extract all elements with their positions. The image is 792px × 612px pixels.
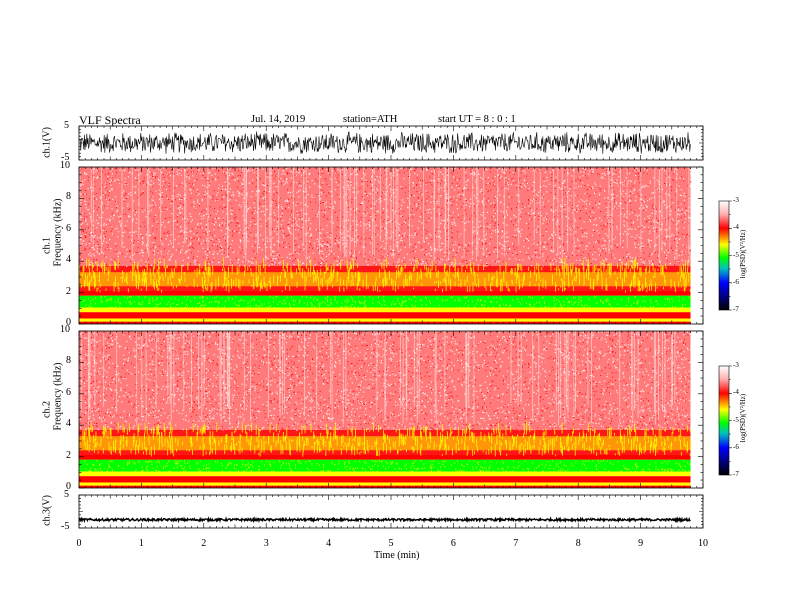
x-tick-label-9: 9 xyxy=(638,538,644,549)
ch1-spectrogram-ytick-0: 0 xyxy=(66,317,71,328)
ch2-spectrogram-ytick-6: 6 xyxy=(66,386,71,398)
ch2-spectrogram-cbtick--3: -3 xyxy=(733,361,739,369)
ch1-spectrogram-band-0 xyxy=(79,167,691,266)
ch1-spectrogram-cbtick--5: -5 xyxy=(733,250,739,259)
ch2-spectrogram-band-4 xyxy=(79,459,691,472)
ch2-spectrogram-band-3 xyxy=(79,455,691,460)
ch2-spectrogram-bursts xyxy=(82,421,692,457)
x-tick-label-1: 1 xyxy=(138,538,144,549)
ch3-wave-ylabel: ch.3(V) xyxy=(41,495,53,526)
ch1-waveform-panel xyxy=(78,131,691,155)
ch2-spectrogram-cbtick--4: -4 xyxy=(733,388,739,397)
ch1-spectrogram-cbtick--7: -7 xyxy=(733,305,739,313)
ch1-spectrogram-bursts xyxy=(79,257,692,293)
x-tick-label-7: 7 xyxy=(513,538,519,549)
spec1-ylabel-channel: ch.1 xyxy=(41,237,53,254)
ch2-spectrogram-panel xyxy=(79,331,692,488)
figure-title: VLF Spectra xyxy=(79,113,141,127)
ch2-spectrogram-band-7 xyxy=(79,482,691,486)
ch1-spectrogram-band-3 xyxy=(79,291,691,296)
x-tick-label-3: 3 xyxy=(263,538,269,549)
ch2-spectrogram-ytick-2: 2 xyxy=(66,449,71,461)
x-tick-label-8: 8 xyxy=(575,538,581,549)
axes-frames xyxy=(78,125,704,529)
ch1-colorbar xyxy=(718,200,732,311)
x-tick-label-0: 0 xyxy=(76,538,82,549)
ch2-colorbar xyxy=(718,365,732,476)
ch3-ytick-bottom: -5 xyxy=(61,521,70,532)
ch2-spectrogram-cbtick--7: -7 xyxy=(733,470,739,478)
spec2-ylabel-frequency: Frequency (kHz) xyxy=(52,362,64,431)
ch2-spectrogram-cbtick--6: -6 xyxy=(733,442,739,451)
y-ticks xyxy=(79,125,703,529)
ch2-spectrogram-ytick-0: 0 xyxy=(66,481,71,492)
ch2-spectrogram-colorbar-strip xyxy=(718,365,730,476)
x-ticks xyxy=(78,126,704,528)
ch1-spectrogram-ytick-8: 8 xyxy=(66,191,71,203)
ch2-spectrogram-band-5 xyxy=(79,471,691,477)
ch1-spectrogram-cbtick--6: -6 xyxy=(733,277,739,286)
ch1-spectrogram-colorbar-ticks xyxy=(729,200,732,311)
ch3-waveform-panel xyxy=(78,515,691,524)
x-axis-label: Time (min) xyxy=(374,550,420,561)
ch1-spectrogram-band-5 xyxy=(79,307,691,313)
ch1-spectrogram-ytick-10: 10 xyxy=(60,160,70,171)
ch1-ytick-bottom: -5 xyxy=(61,152,70,163)
start-ut-label: start UT = 8 : 0 : 1 xyxy=(438,114,516,125)
x-tick-label-6: 6 xyxy=(450,538,456,549)
x-tick-label-4: 4 xyxy=(326,538,332,549)
spec2-ylabel-channel: ch.2 xyxy=(41,401,53,418)
ch1-ytick-top: 5 xyxy=(64,120,69,131)
ch2-spectrogram-band-6 xyxy=(79,476,691,483)
ch1-spectrogram-streaks xyxy=(79,167,690,263)
ch1-spectrogram-panel xyxy=(79,167,692,324)
ch1-spectrogram-speckle-white xyxy=(79,167,692,267)
ch2-spectrogram-ytick-10: 10 xyxy=(60,324,70,335)
colorbar2-label: log(PSD)(V²/Hz) xyxy=(739,393,747,443)
ch1-spectrogram-band-6 xyxy=(79,312,691,319)
date-label: Jul. 14, 2019 xyxy=(251,114,306,125)
x-tick-label-10: 10 xyxy=(698,538,708,549)
ch2-spectrogram-cbtick--5: -5 xyxy=(733,415,739,424)
ch3-waveform-trace xyxy=(78,515,691,524)
ch1-spectrogram-ytick-4: 4 xyxy=(66,254,71,266)
ch2-spectrogram-colorbar-ticks xyxy=(729,365,732,476)
ch1-spectrogram-band-7 xyxy=(79,318,691,322)
ch1-spectrogram-colorbar-strip xyxy=(718,200,730,311)
ch3-ytick-top: 5 xyxy=(64,489,69,500)
ch1-wave-ylabel: ch.1(V) xyxy=(41,127,53,158)
station-label: station=ATH xyxy=(343,114,398,125)
ch1-spectrogram-ytick-6: 6 xyxy=(66,222,71,234)
ch1-spectrogram-ytick-2: 2 xyxy=(66,285,71,297)
ch1-waveform-trace xyxy=(78,131,691,155)
ch2-spectrogram-ytick-4: 4 xyxy=(66,418,71,430)
ch1-spectrogram-green-flecks xyxy=(82,295,692,309)
colorbar1-label: log(PSD)(V²/Hz) xyxy=(739,229,747,279)
spec1-ylabel-frequency: Frequency (kHz) xyxy=(52,198,64,267)
ch1-spectrogram-cbtick--3: -3 xyxy=(733,196,739,204)
x-tick-label-2: 2 xyxy=(201,538,207,549)
ch2-spectrogram-ytick-8: 8 xyxy=(66,355,71,367)
ch2-spectrogram-streaks xyxy=(81,331,676,426)
ch1-spectrogram-cbtick--4: -4 xyxy=(733,223,739,232)
x-tick-label-5: 5 xyxy=(388,538,394,549)
